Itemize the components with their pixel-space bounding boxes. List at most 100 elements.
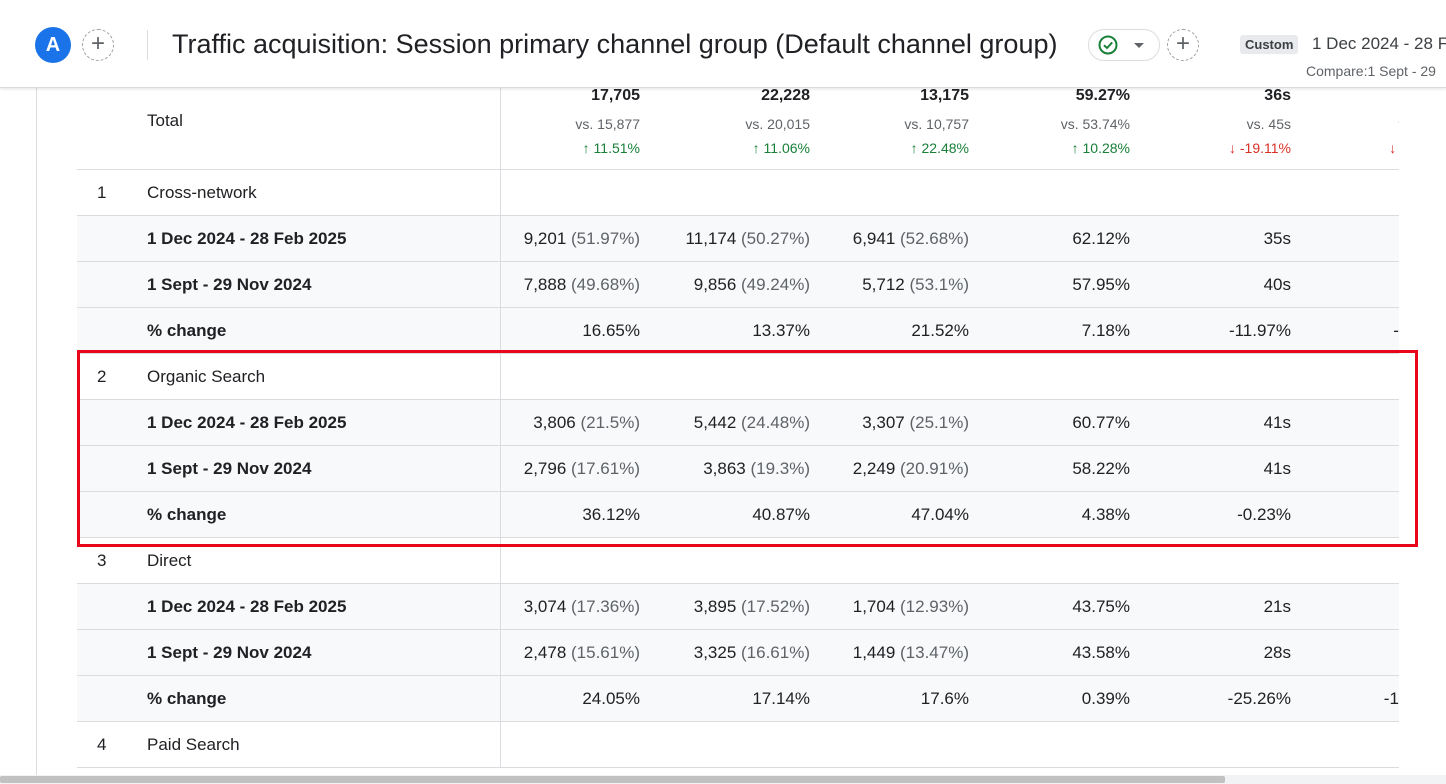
metric-value: 41s: [1263, 413, 1291, 432]
metric-value: 2,249: [852, 459, 896, 478]
metric-value: 41s: [1263, 459, 1291, 478]
metric-share: (19.3%): [750, 459, 810, 478]
metric-value: 57.95%: [1072, 275, 1130, 294]
row-index: 2: [97, 367, 107, 386]
metric-share: (49.24%): [741, 275, 810, 294]
metric-share: (52.68%): [900, 229, 969, 248]
column-divider: [500, 262, 501, 307]
metric-share: (25.1%): [909, 413, 969, 432]
chevron-down-icon: [1134, 43, 1144, 48]
metric-cell: 47.04%: [911, 505, 969, 525]
metric-cell: -11.97%: [1229, 321, 1291, 341]
table-row: % change36.12%40.87%47.04%4.38%-0.23%2.7…: [77, 492, 1399, 538]
metric-cell: 21s: [1264, 597, 1291, 617]
column-divider: [500, 538, 501, 583]
row-index: 3: [97, 551, 107, 570]
scrollbar-thumb[interactable]: [0, 776, 1225, 783]
metric-value: 5,712: [862, 275, 905, 294]
add-comparison-button[interactable]: +: [82, 29, 114, 61]
metric-share: (51.97%): [571, 229, 640, 248]
date-range-picker[interactable]: 1 Dec 2024 - 28 F: [1312, 34, 1446, 53]
row-label: % change: [147, 689, 227, 708]
row-label: 1 Dec 2024 - 28 Feb 2025: [147, 597, 347, 616]
total-comparison-value: vs. 53.74%: [1060, 116, 1130, 132]
metric-cell: -0.23%: [1237, 505, 1291, 525]
table-row: 1 Sept - 29 Nov 2024 2,478 (15.61%) 3,325 …: [77, 630, 1399, 676]
compare-range: Compare:1 Sept - 29: [1306, 63, 1436, 79]
metric-cell: 43.75%: [1072, 597, 1130, 617]
table-row: 1 Dec 2024 - 28 Feb 2025 9,201 (51.97%) 11…: [77, 216, 1399, 262]
metric-value: 2,796: [523, 459, 567, 478]
row-label: 1 Sept - 29 Nov 2024: [147, 643, 312, 662]
metric-cell: 9,856 (49.24%): [694, 275, 810, 295]
metric-cell: 3,325 (16.61%): [694, 643, 810, 663]
column-divider: [500, 630, 501, 675]
horizontal-scrollbar[interactable]: [0, 775, 1446, 784]
total-label: Total: [147, 111, 183, 130]
total-metric-value: 36s: [1264, 87, 1291, 104]
report-table-container: Total 17,705 vs. 15,877 ↑ 11.51% 22,228 vs. 2…: [36, 87, 1446, 775]
metric-value: 11,174: [685, 229, 737, 248]
metric-share: (17.52%): [741, 597, 810, 616]
row-label: 1 Dec 2024 - 28 Feb 2025: [147, 229, 347, 248]
metric-share: (53.1%): [909, 275, 969, 294]
metric-cell: 3,863 (19.3%): [703, 459, 810, 479]
total-change-value: ↑ 11.06%: [752, 140, 810, 156]
date-preset-badge: Custom: [1240, 35, 1299, 54]
column-divider: [500, 676, 501, 721]
metric-cell: 43.58%: [1072, 643, 1130, 663]
column-divider: [500, 308, 501, 353]
column-divider: [500, 722, 501, 767]
metric-value: -11.97%: [1228, 321, 1291, 340]
column-divider: [500, 492, 501, 537]
metric-share: (15.61%): [571, 643, 640, 662]
check-circle-icon: [1098, 35, 1118, 55]
metric-value: 21.52%: [911, 321, 969, 340]
table-row[interactable]: 1 Cross-network: [77, 170, 1399, 216]
table-row[interactable]: 2 Organic Search: [77, 354, 1399, 400]
channel-name[interactable]: Cross-network: [147, 183, 257, 202]
metric-value: 17.6%: [920, 689, 969, 708]
column-divider: [500, 400, 501, 445]
table-row: 1 Sept - 29 Nov 2024 7,888 (49.68%) 9,856 …: [77, 262, 1399, 308]
column-divider: [500, 584, 501, 629]
channel-name[interactable]: Organic Search: [147, 367, 266, 386]
metric-value: 40s: [1263, 275, 1291, 294]
total-change-value: ↑ 10.28%: [1071, 140, 1130, 156]
metric-value: 13.37%: [752, 321, 810, 340]
metric-value: 1,449: [852, 643, 896, 662]
metric-cell: 5,712 (53.1%): [862, 275, 969, 295]
metric-value: -5.69: [1393, 321, 1399, 340]
metric-share: (17.36%): [571, 597, 640, 616]
metric-cell: 58.22%: [1072, 459, 1130, 479]
channel-name[interactable]: Paid Search: [147, 735, 240, 754]
report-status-dropdown[interactable]: [1088, 29, 1160, 61]
metric-value: 7,888: [523, 275, 567, 294]
total-comparison-value: vs. 45s: [1246, 116, 1291, 132]
report-header: A + Traffic acquisition: Session primary…: [0, 0, 1446, 88]
metric-cell: 1,704 (12.93%): [853, 597, 969, 617]
metric-value: 60.77%: [1072, 413, 1130, 432]
table-row[interactable]: 3 Direct: [77, 538, 1399, 584]
metric-cell: 4.38%: [1082, 505, 1130, 525]
row-label: 1 Dec 2024 - 28 Feb 2025: [147, 413, 347, 432]
metric-cell: 7,888 (49.68%): [524, 275, 640, 295]
metric-cell: 60.77%: [1072, 413, 1130, 433]
metric-cell: -5.69: [1393, 321, 1399, 341]
metric-value: 3,325: [693, 643, 737, 662]
add-filter-button[interactable]: +: [1167, 29, 1199, 61]
metric-value: 3,307: [862, 413, 905, 432]
metric-value: 3,074: [523, 597, 567, 616]
metric-cell: 5,442 (24.48%): [694, 413, 810, 433]
metric-value: 2,478: [523, 643, 567, 662]
metric-share: (21.5%): [580, 413, 640, 432]
metric-share: (20.91%): [900, 459, 969, 478]
table-row[interactable]: 4 Paid Search: [77, 722, 1399, 768]
metric-cell: -25.26%: [1228, 689, 1291, 709]
metric-value: 21s: [1263, 597, 1291, 616]
channel-name[interactable]: Direct: [147, 551, 192, 570]
metric-share: (50.27%): [741, 229, 810, 248]
metric-cell: 3,074 (17.36%): [524, 597, 640, 617]
user-avatar[interactable]: A: [35, 27, 71, 63]
metric-cell: 24.05%: [582, 689, 640, 709]
